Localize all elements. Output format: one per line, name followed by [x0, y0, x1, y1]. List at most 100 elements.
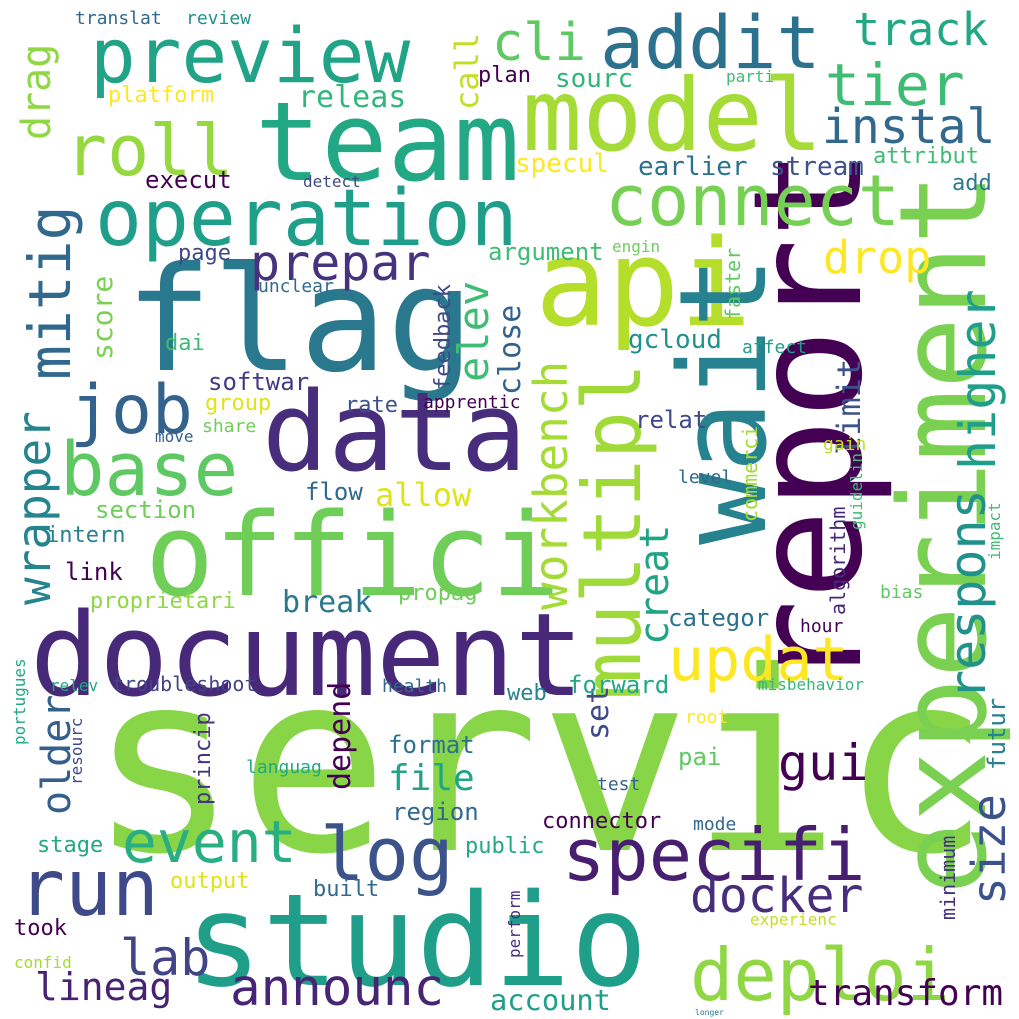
- word-call: call: [448, 33, 486, 110]
- word-offici: offici: [145, 489, 560, 623]
- word-confid: confid: [14, 953, 72, 972]
- word-lab: lab: [120, 929, 210, 987]
- word-updat: updat: [668, 625, 849, 695]
- word-longer: longer: [695, 1008, 724, 1017]
- word-tier: tier: [825, 51, 965, 119]
- word-transform: transform: [808, 973, 1003, 1014]
- word-proprietari: proprietari: [90, 589, 236, 614]
- word-propag: propag: [398, 581, 477, 606]
- word-model: model: [522, 57, 823, 174]
- word-account: account: [490, 983, 611, 1017]
- word-mitig: mitig: [16, 205, 84, 380]
- word-releas: releas: [298, 80, 406, 115]
- word-apprentic: apprentic: [423, 392, 521, 413]
- word-higher: higher: [949, 289, 1007, 470]
- word-depend: depend: [323, 682, 358, 790]
- word-announc: announc: [230, 958, 444, 1017]
- word-prepar: prepar: [250, 234, 431, 292]
- word-level: level: [678, 467, 732, 488]
- word-test: test: [597, 774, 640, 795]
- word-workbench: workbench: [524, 361, 578, 610]
- word-languag: languag: [246, 757, 322, 778]
- word-earlier: earlier: [638, 152, 748, 182]
- word-log: log: [320, 812, 454, 898]
- word-deploi: deploi: [690, 933, 950, 1017]
- word-lineag: lineag: [35, 965, 172, 1009]
- word-roll: roll: [65, 110, 234, 192]
- word-took: took: [14, 916, 67, 941]
- word-link: link: [65, 558, 123, 586]
- word-preview: preview: [90, 11, 411, 100]
- word-troubleshoot: troubleshoot: [112, 672, 257, 696]
- word-operation: operation: [95, 174, 518, 264]
- word-affect: affect: [742, 337, 807, 358]
- word-commerci: commerci: [738, 426, 762, 522]
- word-argument: argument: [488, 238, 604, 266]
- word-translat: translat: [75, 8, 162, 29]
- word-experienc: experienc: [750, 910, 837, 929]
- word-job: job: [70, 371, 193, 450]
- word-output: output: [170, 869, 249, 894]
- word-close: close: [493, 305, 528, 395]
- word-data: data: [262, 368, 527, 496]
- word-intern: intern: [46, 523, 125, 548]
- word-size: size: [962, 794, 1016, 905]
- word-attribut: attribut: [873, 144, 979, 169]
- word-plan: plan: [478, 63, 531, 88]
- word-group: group: [205, 391, 271, 416]
- word-multipl: multipl: [566, 363, 659, 700]
- word-futur: futur: [983, 698, 1011, 770]
- word-unclear: unclear: [258, 276, 334, 297]
- word-report: report: [722, 148, 896, 690]
- word-score: score: [86, 276, 119, 360]
- word-event: event: [122, 808, 297, 876]
- word-bias: bias: [880, 582, 923, 603]
- word-minimum: minimum: [936, 836, 960, 920]
- word-cli: cli: [492, 13, 586, 73]
- word-format: format: [388, 731, 475, 759]
- word-stream: stream: [770, 152, 864, 182]
- word-limit: limit: [830, 359, 868, 455]
- word-elev: elev: [449, 281, 498, 382]
- word-track: track: [853, 3, 988, 56]
- word-wrapper: wrapper: [7, 411, 61, 605]
- word-studio: studio: [185, 867, 648, 1016]
- word-region: region: [392, 798, 479, 826]
- word-specifi: specifi: [562, 813, 865, 897]
- word-base: base: [60, 427, 238, 513]
- word-respons: respons: [939, 489, 997, 700]
- word-set: set: [581, 686, 616, 740]
- word-review: review: [186, 8, 251, 29]
- word-team: team: [255, 78, 520, 206]
- word-instal: instal: [822, 99, 995, 155]
- word-specul: specul: [515, 149, 609, 179]
- word-detect: detect: [303, 172, 361, 191]
- word-section: section: [95, 496, 196, 524]
- word-run: run: [18, 844, 159, 934]
- word-platform: platform: [108, 83, 214, 108]
- word-relat: relat: [635, 406, 707, 434]
- word-flow: flow: [305, 478, 363, 506]
- word-relev: relev: [50, 676, 98, 695]
- word-wait: wait: [655, 256, 794, 545]
- word-dai: dai: [165, 331, 205, 356]
- word-forward: forward: [568, 671, 669, 699]
- word-add: add: [952, 171, 992, 196]
- word-categor: categor: [668, 604, 769, 632]
- word-health: health: [382, 676, 447, 697]
- word-addit: addit: [600, 1, 821, 86]
- word-sourc: sourc: [555, 64, 633, 94]
- word-hour: hour: [800, 616, 844, 637]
- word-mode: mode: [693, 814, 736, 835]
- word-rate: rate: [345, 393, 398, 418]
- word-softwar: softwar: [208, 368, 309, 396]
- word-move: move: [155, 427, 194, 446]
- word-older: older: [34, 695, 80, 815]
- word-faster: faster: [721, 248, 745, 320]
- word-perform: perform: [505, 891, 524, 958]
- word-flag: flag: [125, 236, 474, 405]
- word-portugues: portugues: [10, 658, 29, 745]
- word-pai: pai: [678, 743, 721, 771]
- word-connector: connector: [542, 809, 661, 834]
